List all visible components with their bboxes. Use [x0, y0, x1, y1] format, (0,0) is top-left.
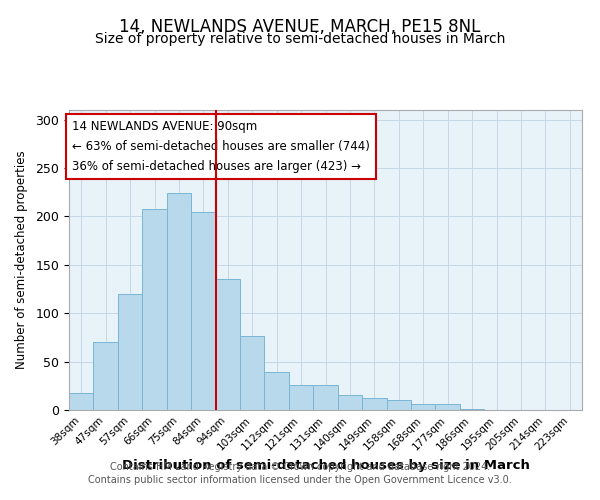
- Text: 14, NEWLANDS AVENUE, MARCH, PE15 8NL: 14, NEWLANDS AVENUE, MARCH, PE15 8NL: [119, 18, 481, 36]
- Bar: [191, 212, 215, 410]
- Bar: [167, 193, 191, 410]
- Text: Size of property relative to semi-detached houses in March: Size of property relative to semi-detach…: [95, 32, 505, 46]
- Bar: [118, 294, 142, 410]
- Bar: [69, 392, 94, 410]
- Bar: [386, 400, 411, 410]
- Bar: [338, 396, 362, 410]
- Bar: [240, 336, 265, 410]
- Text: Contains public sector information licensed under the Open Government Licence v3: Contains public sector information licen…: [88, 475, 512, 485]
- Bar: [313, 385, 338, 410]
- Y-axis label: Number of semi-detached properties: Number of semi-detached properties: [16, 150, 28, 370]
- Bar: [94, 342, 118, 410]
- Bar: [289, 385, 313, 410]
- Text: Contains HM Land Registry data © Crown copyright and database right 2024.: Contains HM Land Registry data © Crown c…: [110, 462, 490, 472]
- Bar: [142, 208, 167, 410]
- Bar: [362, 398, 386, 410]
- Bar: [215, 280, 240, 410]
- Bar: [460, 409, 484, 410]
- Bar: [436, 404, 460, 410]
- Bar: [411, 404, 436, 410]
- X-axis label: Distribution of semi-detached houses by size in March: Distribution of semi-detached houses by …: [122, 458, 529, 471]
- Bar: [265, 372, 289, 410]
- Text: 14 NEWLANDS AVENUE: 90sqm
← 63% of semi-detached houses are smaller (744)
36% of: 14 NEWLANDS AVENUE: 90sqm ← 63% of semi-…: [72, 120, 370, 172]
